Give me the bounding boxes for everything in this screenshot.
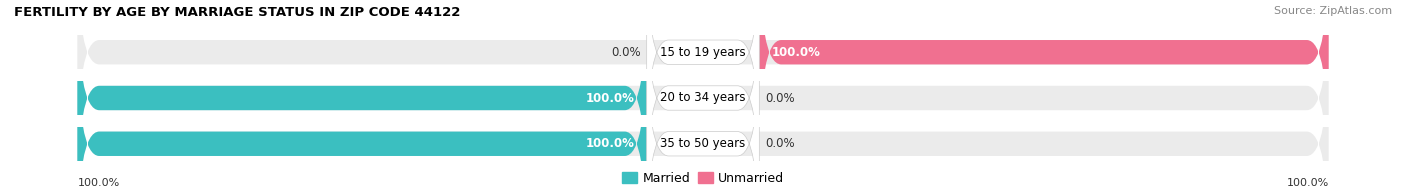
Legend: Married, Unmarried: Married, Unmarried [617, 167, 789, 190]
FancyBboxPatch shape [77, 37, 1329, 196]
Text: 0.0%: 0.0% [765, 92, 796, 104]
Text: 35 to 50 years: 35 to 50 years [661, 137, 745, 150]
Text: 15 to 19 years: 15 to 19 years [661, 46, 745, 59]
FancyBboxPatch shape [77, 37, 647, 196]
Text: FERTILITY BY AGE BY MARRIAGE STATUS IN ZIP CODE 44122: FERTILITY BY AGE BY MARRIAGE STATUS IN Z… [14, 6, 460, 19]
FancyBboxPatch shape [647, 0, 759, 159]
Text: 0.0%: 0.0% [765, 137, 796, 150]
FancyBboxPatch shape [647, 0, 759, 196]
FancyBboxPatch shape [759, 0, 1329, 159]
Text: Source: ZipAtlas.com: Source: ZipAtlas.com [1274, 6, 1392, 16]
Text: 100.0%: 100.0% [1286, 178, 1329, 188]
Text: 0.0%: 0.0% [610, 46, 641, 59]
Text: 100.0%: 100.0% [585, 92, 634, 104]
FancyBboxPatch shape [77, 0, 1329, 196]
FancyBboxPatch shape [77, 0, 1329, 159]
FancyBboxPatch shape [647, 37, 759, 196]
Text: 100.0%: 100.0% [77, 178, 120, 188]
Text: 100.0%: 100.0% [585, 137, 634, 150]
Text: 100.0%: 100.0% [772, 46, 821, 59]
FancyBboxPatch shape [77, 0, 647, 196]
Text: 20 to 34 years: 20 to 34 years [661, 92, 745, 104]
